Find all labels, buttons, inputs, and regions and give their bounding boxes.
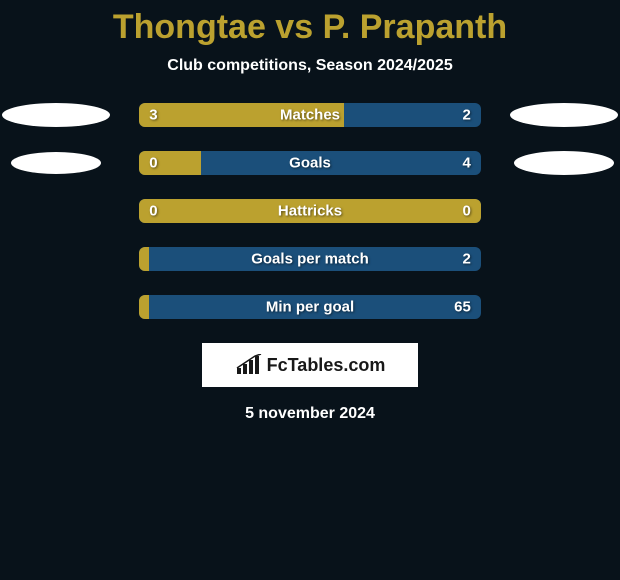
stat-label: Goals per match [251, 251, 369, 268]
stat-bar-left-fill [139, 247, 149, 271]
stat-row: Goals per match 2 [0, 247, 620, 271]
right-marker-ellipse [510, 103, 618, 127]
page-title: Thongtae vs P. Prapanth [0, 0, 620, 47]
stat-bar: Goals per match 2 [139, 247, 481, 271]
source-badge: FcTables.com [202, 343, 418, 387]
stat-row: Min per goal 65 [0, 295, 620, 319]
stat-label: Hattricks [278, 203, 342, 220]
stat-bar: Goals 0 4 [139, 151, 481, 175]
stat-right-value: 65 [454, 299, 471, 316]
stat-bar: Matches 3 2 [139, 103, 481, 127]
stat-bar-left-fill [139, 295, 149, 319]
comparison-infographic: Thongtae vs P. Prapanth Club competition… [0, 0, 620, 580]
stat-right-value: 2 [462, 107, 470, 124]
stat-left-value: 0 [149, 155, 157, 172]
stat-right-value: 0 [462, 203, 470, 220]
stat-row: Matches 3 2 [0, 103, 620, 127]
bars-icon [235, 354, 263, 376]
stat-label: Matches [280, 107, 340, 124]
stat-row: Hattricks 0 0 [0, 199, 620, 223]
stat-label: Goals [289, 155, 331, 172]
stat-bar: Min per goal 65 [139, 295, 481, 319]
stat-left-value: 0 [149, 203, 157, 220]
stat-rows-container: Matches 3 2 Goals 0 4 Hattricks 0 0 Goals per mat… [0, 103, 620, 319]
stat-right-value: 4 [462, 155, 470, 172]
stat-bar: Hattricks 0 0 [139, 199, 481, 223]
source-badge-text: FcTables.com [267, 355, 386, 376]
stat-left-value: 3 [149, 107, 157, 124]
stat-row: Goals 0 4 [0, 151, 620, 175]
page-subtitle: Club competitions, Season 2024/2025 [0, 57, 620, 75]
stat-label: Min per goal [266, 299, 354, 316]
stat-right-value: 2 [462, 251, 470, 268]
footer-date: 5 november 2024 [0, 405, 620, 423]
right-marker-ellipse [514, 151, 614, 175]
left-marker-ellipse [11, 152, 101, 174]
left-marker-ellipse [2, 103, 110, 127]
